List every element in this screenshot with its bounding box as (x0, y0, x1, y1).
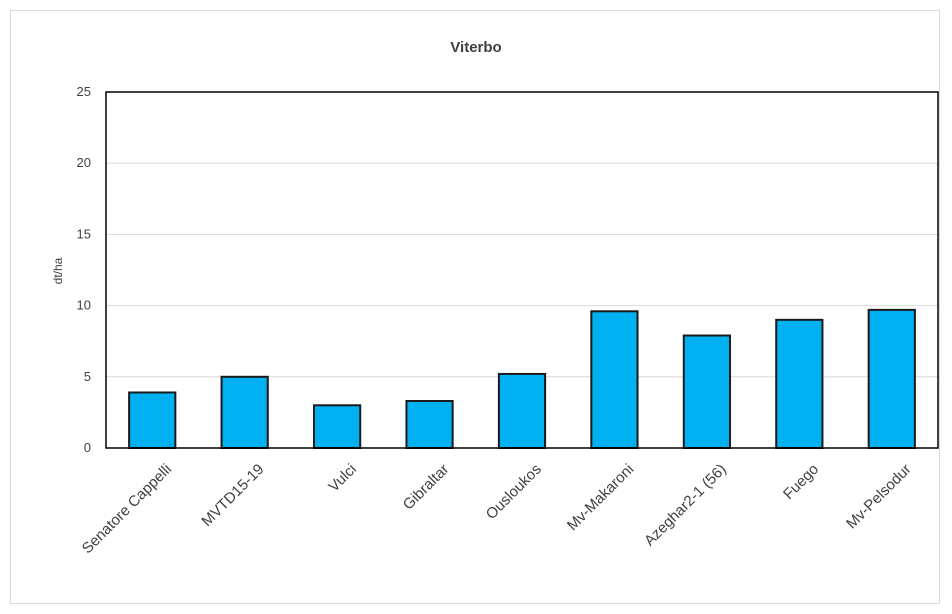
bar (590, 310, 639, 449)
y-tick-label: 25 (77, 84, 91, 99)
x-tick-label: Fuego (780, 461, 822, 503)
chart-title: Viterbo (450, 39, 501, 56)
chart-frame (10, 10, 940, 604)
y-tick-labels: 0 5 10 15 20 25 (77, 84, 91, 455)
bar (867, 308, 916, 450)
y-tick-label: 5 (84, 369, 91, 384)
x-tick-label: Gibraltar (400, 461, 453, 514)
x-tick-label: Mv-Makaroni (564, 461, 637, 534)
x-tick-label: Mv-Pelsodur (843, 461, 915, 533)
bars (128, 308, 916, 450)
bar (682, 334, 731, 449)
y-tick-label: 15 (77, 226, 91, 241)
x-tick-labels: Senatore Cappelli MVTD15-19 Vulci Gibraltar… (79, 461, 915, 557)
bar (497, 372, 547, 449)
bar (220, 375, 269, 449)
y-tick-label: 0 (84, 440, 91, 455)
bar (775, 318, 824, 449)
plot-area-border (105, 91, 939, 449)
x-tick-label: Azeghar2-1 (56) (641, 461, 730, 550)
y-axis-label: dt/ha (51, 257, 65, 284)
bar (313, 404, 362, 449)
x-tick-label: Vulci (325, 461, 360, 496)
x-tick-label: MVTD15-19 (198, 461, 267, 530)
y-tick-label: 20 (77, 155, 91, 170)
bar (405, 400, 454, 449)
x-tick-label: Ousloukos (483, 461, 545, 523)
x-tick-label: Senatore Cappelli (79, 461, 175, 557)
y-tick-label: 10 (77, 298, 91, 313)
bar (128, 391, 177, 449)
